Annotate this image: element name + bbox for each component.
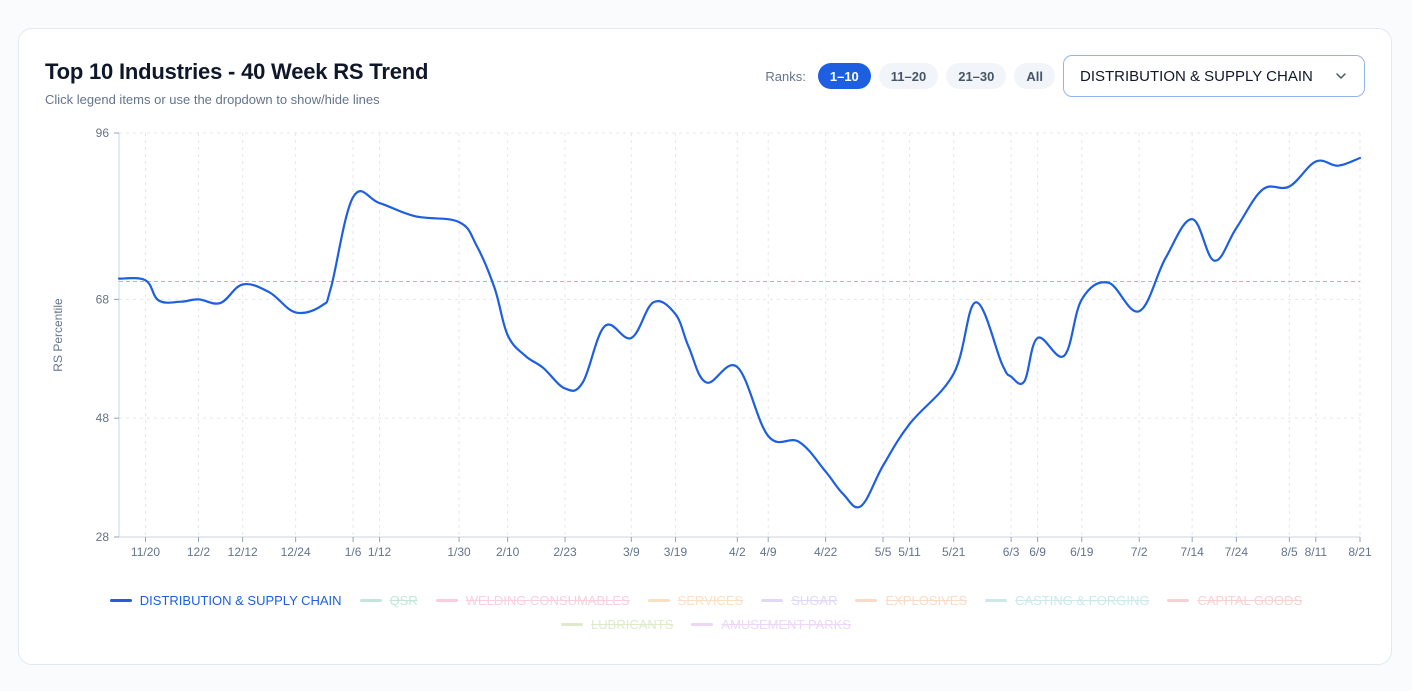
legend-swatch — [855, 599, 878, 602]
y-axis-label: RS Percentile — [51, 298, 65, 372]
x-tick-label: 6/19 — [1070, 545, 1094, 559]
x-tick-label: 7/2 — [1131, 545, 1148, 559]
x-tick-label: 4/2 — [729, 545, 746, 559]
legend-label: WELDING CONSUMABLES — [465, 593, 630, 608]
x-tick-label: 5/21 — [942, 545, 966, 559]
legend-item[interactable]: CASTING & FORGING — [985, 593, 1149, 608]
ranks-label: Ranks: — [765, 68, 806, 84]
x-tick-label: 2/23 — [553, 545, 577, 559]
x-tick-label: 8/5 — [1281, 545, 1298, 559]
x-tick-label: 5/5 — [875, 545, 892, 559]
legend-item[interactable]: CAPITAL GOODS — [1167, 593, 1302, 608]
x-tick-label: 4/22 — [814, 545, 838, 559]
y-tick-label: 96 — [96, 126, 110, 140]
legend-item[interactable]: LUBRICANTS — [561, 617, 673, 632]
x-tick-label: 12/24 — [281, 545, 311, 559]
rank-button-11-20[interactable]: 11–20 — [878, 63, 939, 89]
x-tick-label: 6/3 — [1003, 545, 1020, 559]
legend-label: CAPITAL GOODS — [1197, 593, 1303, 608]
x-tick-label: 6/9 — [1029, 545, 1046, 559]
legend-swatch — [109, 599, 132, 602]
x-tick-label: 12/2 — [187, 545, 211, 559]
x-tick-label: 8/21 — [1348, 545, 1372, 559]
legend-label: SUGAR — [791, 593, 838, 608]
rank-button-all[interactable]: All — [1014, 63, 1055, 89]
chevron-down-icon — [1336, 73, 1346, 79]
rank-button-21-30[interactable]: 21–30 — [946, 63, 1007, 89]
legend-item[interactable]: SUGAR — [761, 593, 837, 608]
legend-label: SERVICES — [677, 593, 744, 608]
x-tick-label: 11/20 — [131, 545, 160, 559]
x-tick-label: 1/6 — [345, 545, 362, 559]
x-tick-label: 1/12 — [368, 545, 392, 559]
x-tick-label: 4/9 — [760, 545, 777, 559]
x-tick-label: 3/19 — [664, 545, 688, 559]
chart-card: Top 10 Industries - 40 Week RS Trend Cli… — [18, 28, 1392, 665]
legend-item[interactable]: QSR — [359, 593, 418, 608]
legend-label: CASTING & FORGING — [1015, 593, 1150, 608]
legend-swatch — [1167, 599, 1190, 602]
industry-dropdown-value: DISTRIBUTION & SUPPLY CHAIN — [1080, 67, 1313, 85]
legend-item[interactable]: AMUSEMENT PARKS — [691, 617, 851, 632]
chart-title: Top 10 Industries - 40 Week RS Trend — [45, 59, 429, 84]
legend-label: EXPLOSIVES — [885, 593, 968, 608]
legend-label: LUBRICANTS — [591, 617, 674, 632]
legend-label: AMUSEMENT PARKS — [721, 617, 851, 632]
series-line-distribution-supply-chain — [117, 156, 1362, 509]
legend-swatch — [761, 599, 784, 602]
legend-item[interactable]: WELDING CONSUMABLES — [435, 593, 630, 608]
legend-item[interactable]: SERVICES — [647, 593, 744, 608]
legend-swatch — [985, 599, 1008, 602]
x-tick-label: 5/11 — [898, 545, 921, 559]
x-tick-label: 3/9 — [623, 545, 640, 559]
legend-label: DISTRIBUTION & SUPPLY CHAIN — [139, 593, 342, 608]
legend-label: QSR — [389, 593, 418, 608]
x-tick-label: 7/14 — [1180, 545, 1204, 559]
legend-swatch — [435, 599, 458, 602]
x-tick-label: 1/30 — [447, 545, 471, 559]
y-tick-label: 48 — [96, 411, 110, 425]
legend-item[interactable]: EXPLOSIVES — [855, 593, 967, 608]
legend-swatch — [359, 599, 382, 602]
legend-swatch — [561, 623, 584, 626]
chart-subtitle: Click legend items or use the dropdown t… — [45, 92, 380, 107]
legend-swatch — [691, 623, 714, 626]
legend-item[interactable]: DISTRIBUTION & SUPPLY CHAIN — [109, 593, 342, 608]
x-tick-label: 7/24 — [1225, 545, 1249, 559]
x-tick-label: 2/10 — [496, 545, 520, 559]
legend-swatch — [647, 599, 670, 602]
y-tick-label: 28 — [96, 530, 110, 544]
rs-trend-chart: 96 68 48 28 11/20 12/2 12/12 12/24 1/6 1/12 1/30 2/… — [51, 126, 1372, 559]
ranks-filter: Ranks: 1–10 11–20 21–30 All — [765, 63, 1055, 89]
x-tick-label: 8/11 — [1305, 545, 1328, 559]
chart-legend: DISTRIBUTION & SUPPLY CHAIN QSR WELDING CO… — [79, 593, 1333, 632]
rank-button-1-10[interactable]: 1–10 — [817, 63, 871, 89]
y-tick-label: 68 — [96, 292, 110, 306]
industry-dropdown[interactable]: DISTRIBUTION & SUPPLY CHAIN — [1063, 55, 1365, 97]
x-tick-label: 12/12 — [228, 545, 258, 559]
